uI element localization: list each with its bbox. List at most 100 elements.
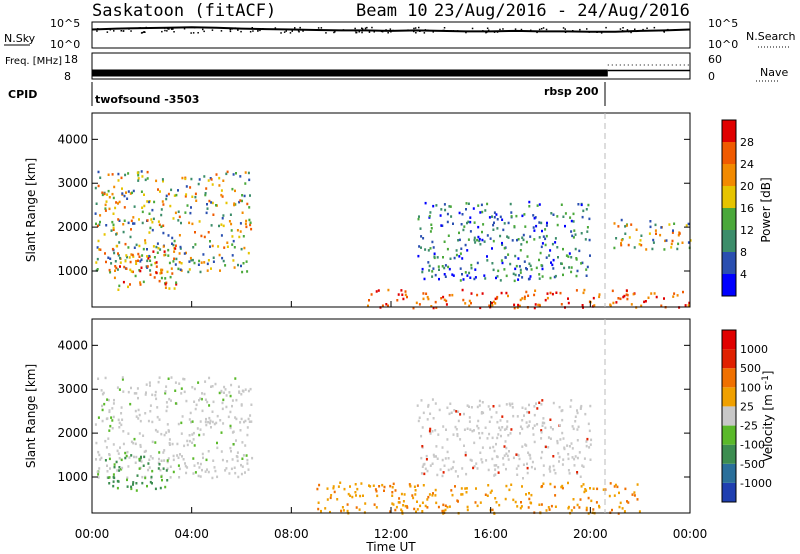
echo-cell [571, 234, 574, 238]
echo-cell [451, 493, 454, 497]
echo-cell [517, 464, 520, 468]
echo-cell [242, 454, 245, 457]
echo-cell [240, 417, 243, 421]
nsky-sample [471, 27, 474, 30]
echo-cell [475, 462, 478, 465]
echo-cell [441, 446, 444, 449]
echo-cell [177, 189, 179, 192]
echo-cell [180, 432, 183, 435]
echo-cell [127, 172, 130, 175]
nsky-sample [298, 31, 300, 33]
echo-cell [465, 208, 467, 211]
echo-cell [526, 255, 529, 258]
echo-cell [162, 245, 165, 248]
echo-cell [136, 387, 139, 390]
echo-cell [573, 229, 576, 232]
echo-cell [427, 405, 430, 408]
echo-cell [496, 218, 499, 221]
echo-cell [432, 492, 434, 495]
echo-cell [621, 507, 624, 510]
echo-cell [469, 220, 472, 224]
echo-cell [559, 424, 561, 427]
echo-cell [447, 265, 450, 269]
echo-cell [99, 248, 102, 251]
colorbar-swatch [722, 482, 736, 502]
colorbar-swatch [722, 368, 736, 388]
echo-cell [441, 265, 444, 268]
echo-cell [137, 396, 139, 400]
echo-cell [446, 450, 449, 454]
nsky-sample [166, 27, 169, 30]
echo-cell [123, 194, 126, 198]
echo-cell [664, 239, 667, 243]
echo-cell [472, 207, 475, 210]
echo-cell [113, 398, 115, 402]
echo-cell [507, 253, 510, 256]
echo-cell [186, 439, 189, 443]
echo-cell [457, 410, 460, 413]
echo-cell [168, 442, 171, 445]
echo-cell [476, 261, 479, 265]
echo-cell [214, 469, 217, 473]
echo-cell [194, 195, 197, 199]
echo-cell [533, 217, 536, 220]
echo-cell [481, 401, 484, 404]
echo-cell [513, 303, 516, 307]
echo-cell [413, 507, 416, 511]
echo-cell [403, 493, 406, 496]
echo-cell [545, 234, 548, 238]
nsky-sample [623, 30, 625, 32]
echo-cell [582, 291, 585, 295]
echo-cell [170, 399, 172, 402]
echo-cell [556, 223, 559, 227]
echo-cell [150, 475, 153, 479]
echo-cell [219, 269, 221, 272]
nsky-sample [634, 28, 636, 30]
echo-cell [210, 267, 212, 270]
echo-cell [166, 467, 169, 470]
echo-cell [546, 221, 548, 225]
echo-cell [248, 218, 251, 222]
echo-cell [636, 483, 639, 486]
echo-cell [105, 260, 107, 264]
echo-cell [484, 426, 487, 429]
echo-cell [209, 240, 211, 243]
echo-cell [160, 475, 163, 478]
echo-cell [150, 218, 153, 221]
echo-cell [247, 251, 250, 255]
echo-cell [164, 286, 167, 289]
nsky-sample [289, 32, 292, 34]
echo-cell [486, 259, 489, 262]
echo-cell [144, 476, 147, 480]
echo-cell [368, 484, 370, 487]
nsky-sample [381, 30, 384, 33]
echo-cell [576, 428, 579, 431]
echo-cell [99, 458, 102, 461]
nsky-sample [423, 32, 426, 34]
echo-cell [147, 462, 150, 465]
echo-cell [509, 432, 512, 435]
echo-cell [164, 390, 167, 393]
echo-cell [540, 429, 543, 432]
echo-cell [147, 468, 150, 472]
echo-cell [507, 221, 510, 225]
ytick-label: 4000 [57, 132, 88, 146]
echo-cell [536, 204, 539, 207]
echo-cell [640, 304, 643, 308]
echo-cell [194, 192, 197, 196]
nsky-sample [211, 29, 214, 31]
echo-cell [156, 415, 159, 419]
echo-cell [590, 438, 593, 442]
echo-cell [552, 455, 555, 458]
echo-cell [115, 233, 118, 236]
echo-cell [476, 504, 479, 508]
echo-cell [204, 420, 207, 424]
nsky-sample [122, 30, 124, 32]
echo-cell [420, 434, 423, 438]
echo-cell [375, 290, 378, 293]
echo-cell [489, 237, 492, 240]
echo-cell [249, 414, 252, 417]
nsky-sample [413, 27, 415, 30]
echo-cell [570, 219, 573, 223]
